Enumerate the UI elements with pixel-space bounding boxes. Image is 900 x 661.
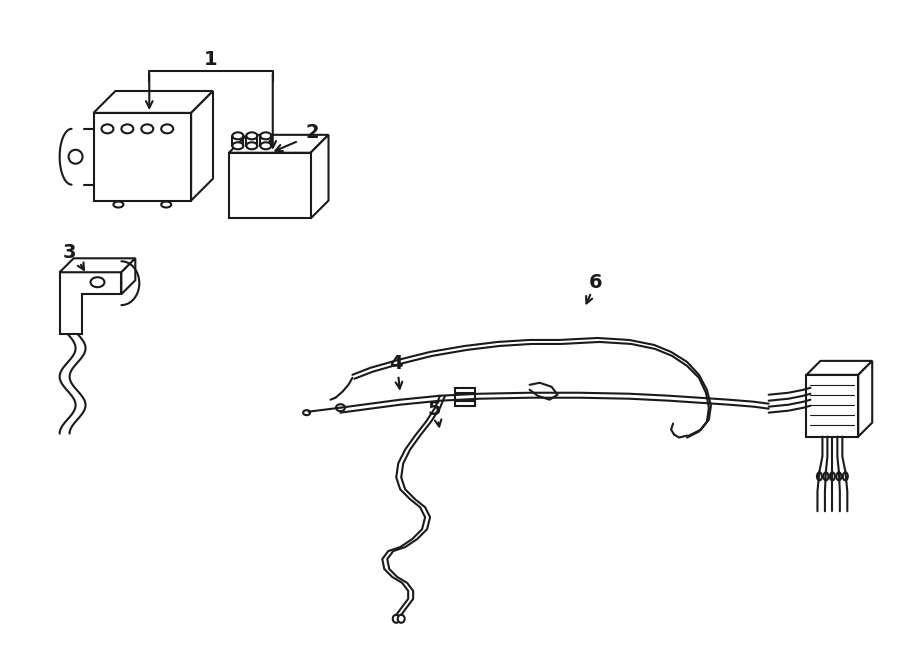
Ellipse shape: [68, 150, 83, 164]
Ellipse shape: [232, 142, 243, 149]
Ellipse shape: [842, 473, 848, 481]
Ellipse shape: [824, 473, 828, 481]
Ellipse shape: [122, 124, 133, 134]
Polygon shape: [94, 91, 213, 113]
Ellipse shape: [232, 132, 243, 139]
Text: 6: 6: [589, 273, 602, 292]
Ellipse shape: [392, 615, 400, 623]
Polygon shape: [859, 361, 872, 436]
Ellipse shape: [247, 132, 257, 139]
Ellipse shape: [836, 473, 842, 481]
Ellipse shape: [303, 410, 310, 415]
Ellipse shape: [830, 473, 835, 481]
Polygon shape: [310, 135, 328, 219]
Ellipse shape: [91, 277, 104, 287]
Text: 3: 3: [63, 243, 76, 262]
Polygon shape: [59, 258, 135, 272]
Text: 5: 5: [428, 400, 441, 419]
Bar: [229, 153, 310, 219]
Polygon shape: [122, 258, 135, 294]
Ellipse shape: [336, 404, 345, 411]
Text: 2: 2: [306, 124, 319, 142]
Ellipse shape: [260, 142, 271, 149]
Ellipse shape: [141, 124, 153, 134]
Bar: [94, 113, 191, 200]
Polygon shape: [455, 388, 475, 406]
Ellipse shape: [161, 124, 173, 134]
Polygon shape: [806, 361, 872, 375]
Polygon shape: [191, 91, 213, 200]
Ellipse shape: [247, 142, 257, 149]
Ellipse shape: [113, 202, 123, 208]
Polygon shape: [59, 272, 122, 334]
Text: 1: 1: [204, 50, 218, 69]
Ellipse shape: [398, 615, 405, 623]
Ellipse shape: [102, 124, 113, 134]
Polygon shape: [229, 135, 328, 153]
Text: 4: 4: [390, 354, 403, 373]
Ellipse shape: [260, 132, 271, 139]
Ellipse shape: [817, 473, 822, 481]
Ellipse shape: [161, 202, 171, 208]
Bar: [806, 375, 859, 436]
